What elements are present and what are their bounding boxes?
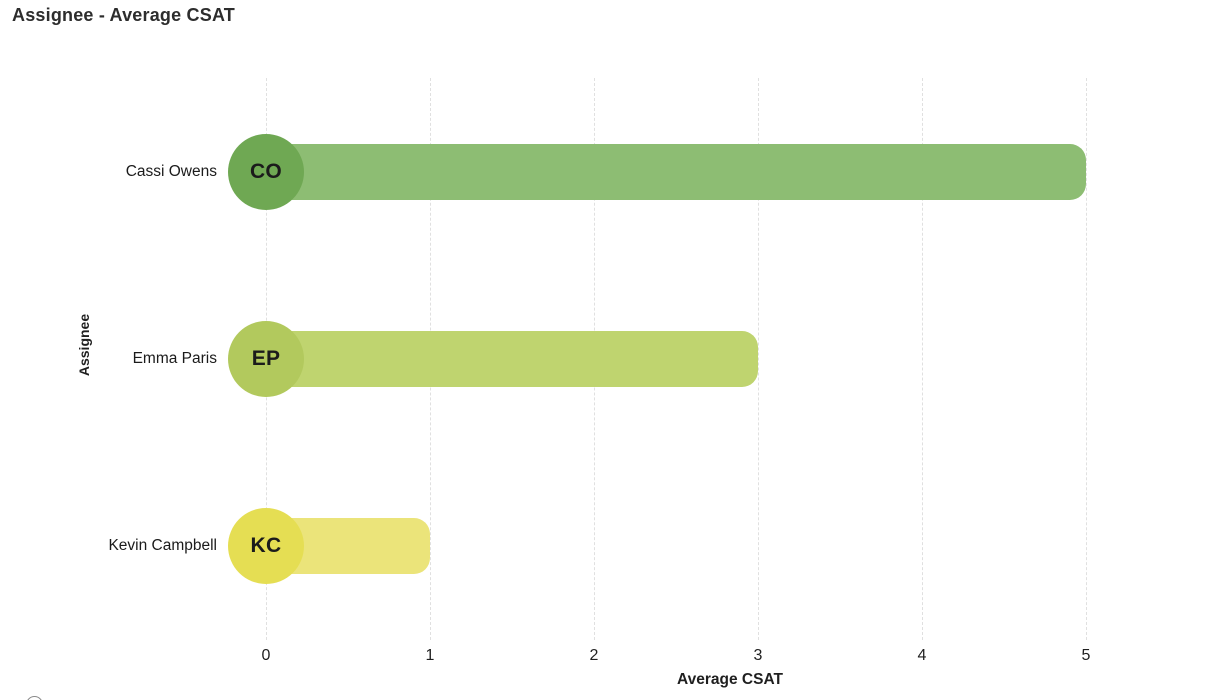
- y-axis-label: Assignee: [76, 313, 92, 377]
- avatar-cassi-owens[interactable]: CO: [228, 133, 304, 210]
- chart-title: Assignee - Average CSAT: [12, 5, 235, 25]
- plot-area: 0 1 2 3 4 5 CO Cassi Owens EP Emma Paris KC Kevin C…: [108, 78, 1090, 664]
- x-tick-label-4: 4: [917, 647, 927, 664]
- category-label-kevin-campbell: Kevin Campbell: [108, 537, 217, 555]
- avatar-initials-kevin-campbell: KC: [250, 534, 282, 558]
- avatar-emma-paris[interactable]: EP: [228, 321, 304, 397]
- partial-floating-button[interactable]: [26, 696, 43, 700]
- avatar-initials-emma-paris: EP: [251, 347, 281, 370]
- gridline-5: [1086, 78, 1087, 640]
- category-label-cassi-owens: Cassi Owens: [125, 162, 217, 180]
- category-label-emma-paris: Emma Paris: [132, 350, 217, 367]
- x-tick-label-1: 1: [425, 647, 435, 664]
- x-tick-label-5: 5: [1081, 647, 1091, 664]
- x-tick-label-0: 0: [261, 647, 271, 664]
- x-tick-label-3: 3: [753, 647, 763, 664]
- x-axis-label: Average CSAT: [677, 671, 783, 688]
- bar-cassi-owens[interactable]: [266, 143, 1086, 200]
- avatar-kevin-campbell[interactable]: KC: [228, 508, 304, 585]
- gridline-4: [922, 78, 923, 640]
- bar-emma-paris[interactable]: [266, 331, 758, 387]
- gridline-3: [758, 78, 759, 640]
- avatar-initials-cassi-owens: CO: [249, 159, 283, 183]
- x-tick-label-2: 2: [589, 647, 599, 664]
